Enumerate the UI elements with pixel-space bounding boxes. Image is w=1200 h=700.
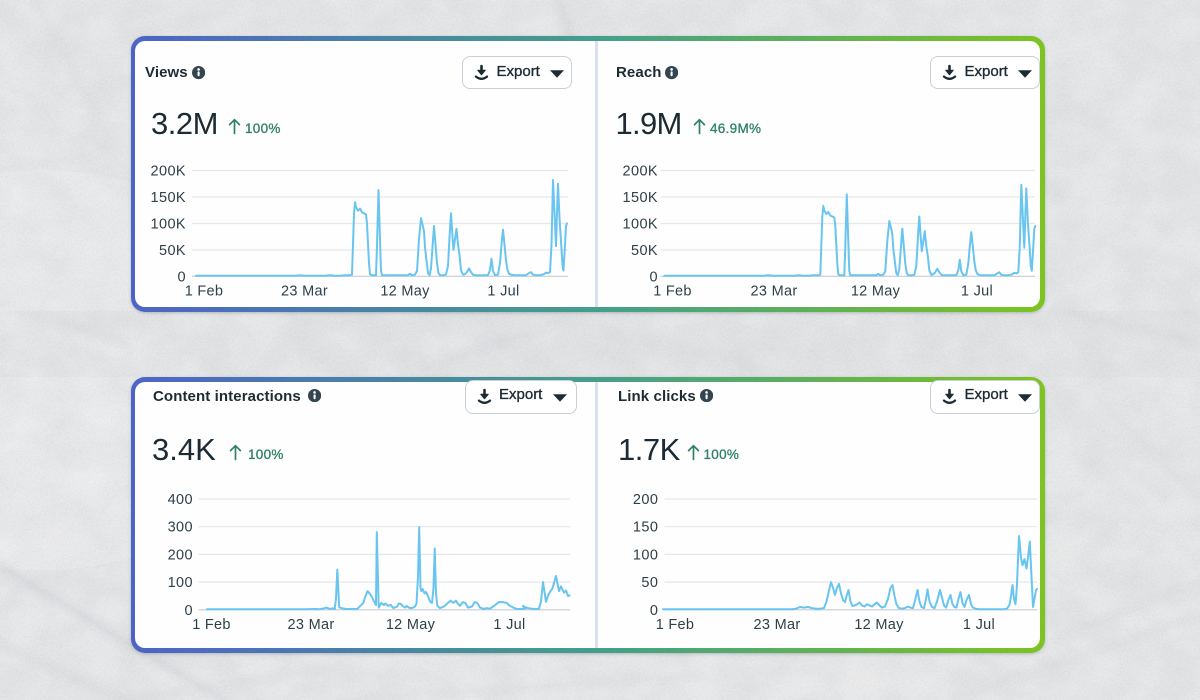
svg-text:12 May: 12 May [851,283,901,299]
svg-text:200K: 200K [151,164,186,180]
svg-text:23 Mar: 23 Mar [754,617,801,633]
svg-text:1 Feb: 1 Feb [185,283,224,299]
svg-text:200K: 200K [623,164,658,180]
svg-text:50K: 50K [631,243,658,259]
svg-text:12 May: 12 May [380,283,430,299]
svg-text:12 May: 12 May [854,617,904,633]
svg-text:150K: 150K [151,190,186,206]
svg-text:50: 50 [641,575,658,591]
svg-text:1 Feb: 1 Feb [192,617,231,633]
svg-text:23 Mar: 23 Mar [751,283,798,299]
svg-text:150K: 150K [623,190,658,206]
svg-text:100K: 100K [623,217,658,233]
svg-text:50K: 50K [159,243,186,259]
svg-text:1 Jul: 1 Jul [487,283,519,299]
svg-text:150: 150 [633,520,658,536]
svg-text:23 Mar: 23 Mar [281,283,328,299]
svg-text:1 Jul: 1 Jul [963,617,995,633]
svg-text:0: 0 [185,603,193,619]
svg-text:200: 200 [633,492,658,508]
svg-text:1 Feb: 1 Feb [653,283,692,299]
svg-text:400: 400 [168,492,193,508]
svg-text:200: 200 [168,547,193,563]
svg-text:1 Jul: 1 Jul [961,283,993,299]
svg-text:0: 0 [650,269,658,285]
svg-text:0: 0 [650,603,658,619]
svg-text:1 Feb: 1 Feb [656,617,695,633]
svg-text:100K: 100K [151,217,186,233]
svg-text:300: 300 [168,520,193,536]
svg-text:23 Mar: 23 Mar [288,617,335,633]
svg-text:0: 0 [178,269,186,285]
svg-text:12 May: 12 May [386,617,436,633]
svg-text:1 Jul: 1 Jul [493,617,525,633]
svg-text:100: 100 [633,547,658,563]
svg-text:100: 100 [168,575,193,591]
